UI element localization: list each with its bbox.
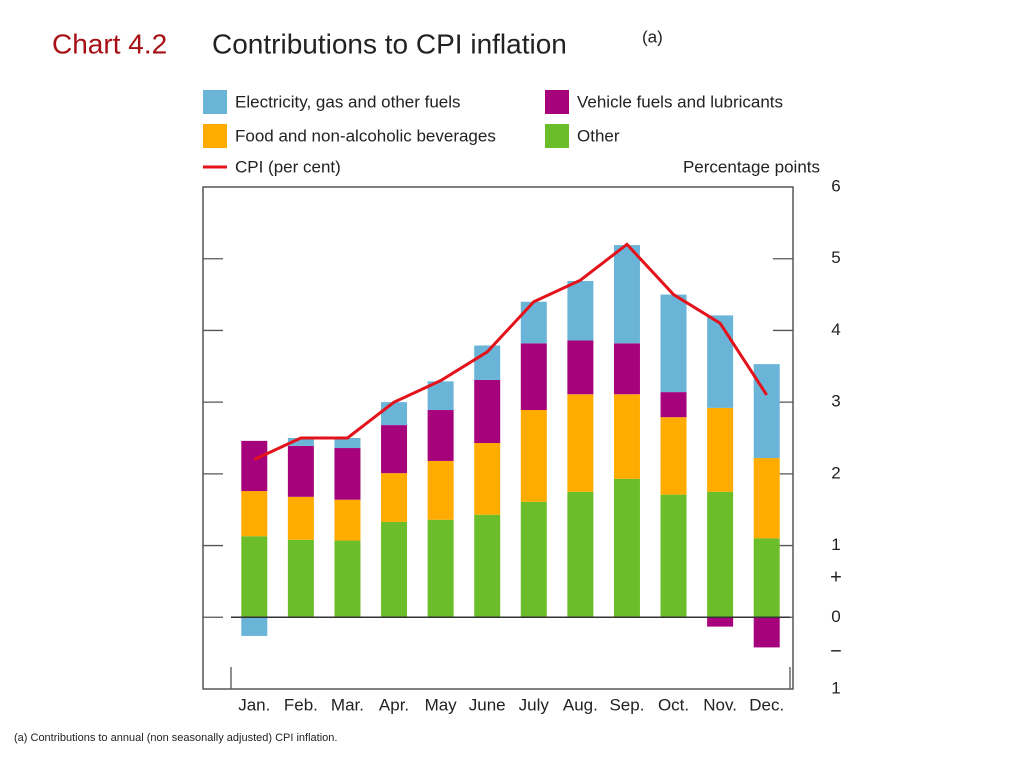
legend-label: Food and non-alcoholic beverages [235,126,496,145]
x-tick-label: July [519,695,550,714]
bar-segment [427,519,454,618]
bar-segment [753,538,780,618]
bar-segment [613,394,640,479]
bar-segment [707,315,734,408]
legend-label: CPI (per cent) [235,157,341,176]
bar-segment [334,448,361,500]
bar-segment [241,617,268,636]
bar-segment [613,343,640,395]
x-tick-label: Nov. [703,695,737,714]
plot-frame [202,186,794,690]
bar-segment [287,438,314,446]
bar-segment [567,491,594,618]
axis-sign: + [830,566,842,588]
bar-segment [660,417,687,495]
bar-segment [241,536,268,618]
y-tick-label: 6 [831,176,840,195]
bar-segment [287,539,314,618]
x-tick-label: Feb. [284,695,318,714]
legend-swatch [203,90,227,114]
bar-segment [520,410,547,502]
cpi-line [253,242,768,461]
legend-swatch [545,90,569,114]
y-tick-label: 3 [831,392,840,411]
bar-segment [660,392,687,418]
chart-title: Contributions to CPI inflation [212,28,567,59]
x-tick-label: Apr. [379,695,409,714]
bar-segment [520,301,547,344]
y-tick-label: 4 [831,320,840,339]
y-tick-label: 2 [831,463,840,482]
bar-segment [287,496,314,540]
chart-number: Chart 4.2 [52,28,167,59]
bar-segment [381,402,408,426]
bar-segment [474,379,501,444]
bar-segment [613,478,640,618]
bar-segment [474,443,501,515]
bar-segment [334,438,361,449]
x-tick-label: Aug. [563,695,598,714]
bar-segment [427,460,454,520]
bar-segment [613,245,640,344]
y-tick-label: 0 [831,607,840,626]
legend-swatch [203,124,227,148]
bar-segment [241,491,268,537]
y-tick-label: 1 [831,535,840,554]
bar-segment [567,340,594,395]
axis-sign: − [830,640,842,662]
bar-segment [381,425,408,474]
legend-label: Vehicle fuels and lubricants [577,92,783,111]
legend-label: Electricity, gas and other fuels [235,92,461,111]
title-note: (a) [642,27,663,46]
bar-segment [474,514,501,618]
bar-segment [753,617,780,648]
x-tick-label: Oct. [658,695,689,714]
footnote: (a) Contributions to annual (non seasona… [14,732,337,744]
x-tick-label: May [425,695,458,714]
bar-segment [287,445,314,497]
bar-segment [660,294,687,393]
bar-segment [334,499,361,541]
legend-label: Other [577,126,620,145]
bar-segment [660,494,687,618]
x-tick-label: Jan. [238,695,270,714]
bar-segment [707,491,734,618]
bar-segment [241,440,268,492]
bar-segment [567,394,594,492]
x-tick-label: Sep. [609,695,644,714]
bar-segment [427,410,454,461]
y-tick-label: 5 [831,248,840,267]
bar-segment [381,473,408,522]
bar-segment [753,458,780,539]
bar-segment [567,280,594,341]
bar-segment [707,617,734,627]
y-tick-label: 1 [831,678,840,697]
x-tick-label: Dec. [749,695,784,714]
legend-swatch [545,124,569,148]
bar-segment [334,540,361,618]
bar-segment [520,501,547,618]
bar-segment [381,521,408,618]
bar-segment [520,343,547,411]
x-tick-label: Mar. [331,695,364,714]
y-axis-label: Percentage points [683,157,820,176]
x-tick-label: June [469,695,506,714]
bar-segment [707,407,734,492]
